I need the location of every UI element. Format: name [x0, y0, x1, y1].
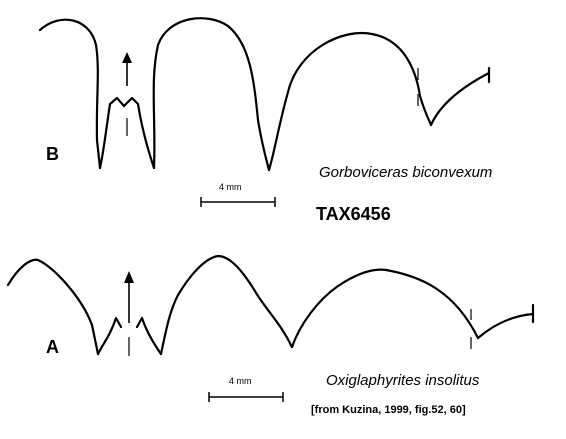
suture-line-a — [6, 254, 535, 356]
scale-bar-a — [208, 392, 284, 402]
panel-a-species-name: Oxiglaphyrites insolitus — [326, 372, 480, 389]
median-arrow-a — [124, 271, 134, 356]
citation-text: [from Kuzina, 1999, fig.52, 60] — [311, 404, 466, 416]
suture-line-b — [38, 17, 491, 172]
taxon-id-label: TAX6456 — [316, 204, 391, 224]
panel-b-scale-label: 4 mm — [219, 182, 242, 192]
median-arrow-b — [122, 52, 132, 136]
scale-bar-b — [200, 197, 276, 207]
panel-a-letter: A — [46, 337, 59, 357]
panel-b-species-name: Gorboviceras biconvexum — [319, 164, 493, 181]
panel-b-letter: B — [46, 144, 59, 164]
panel-a-scale-label: 4 mm — [229, 376, 252, 386]
